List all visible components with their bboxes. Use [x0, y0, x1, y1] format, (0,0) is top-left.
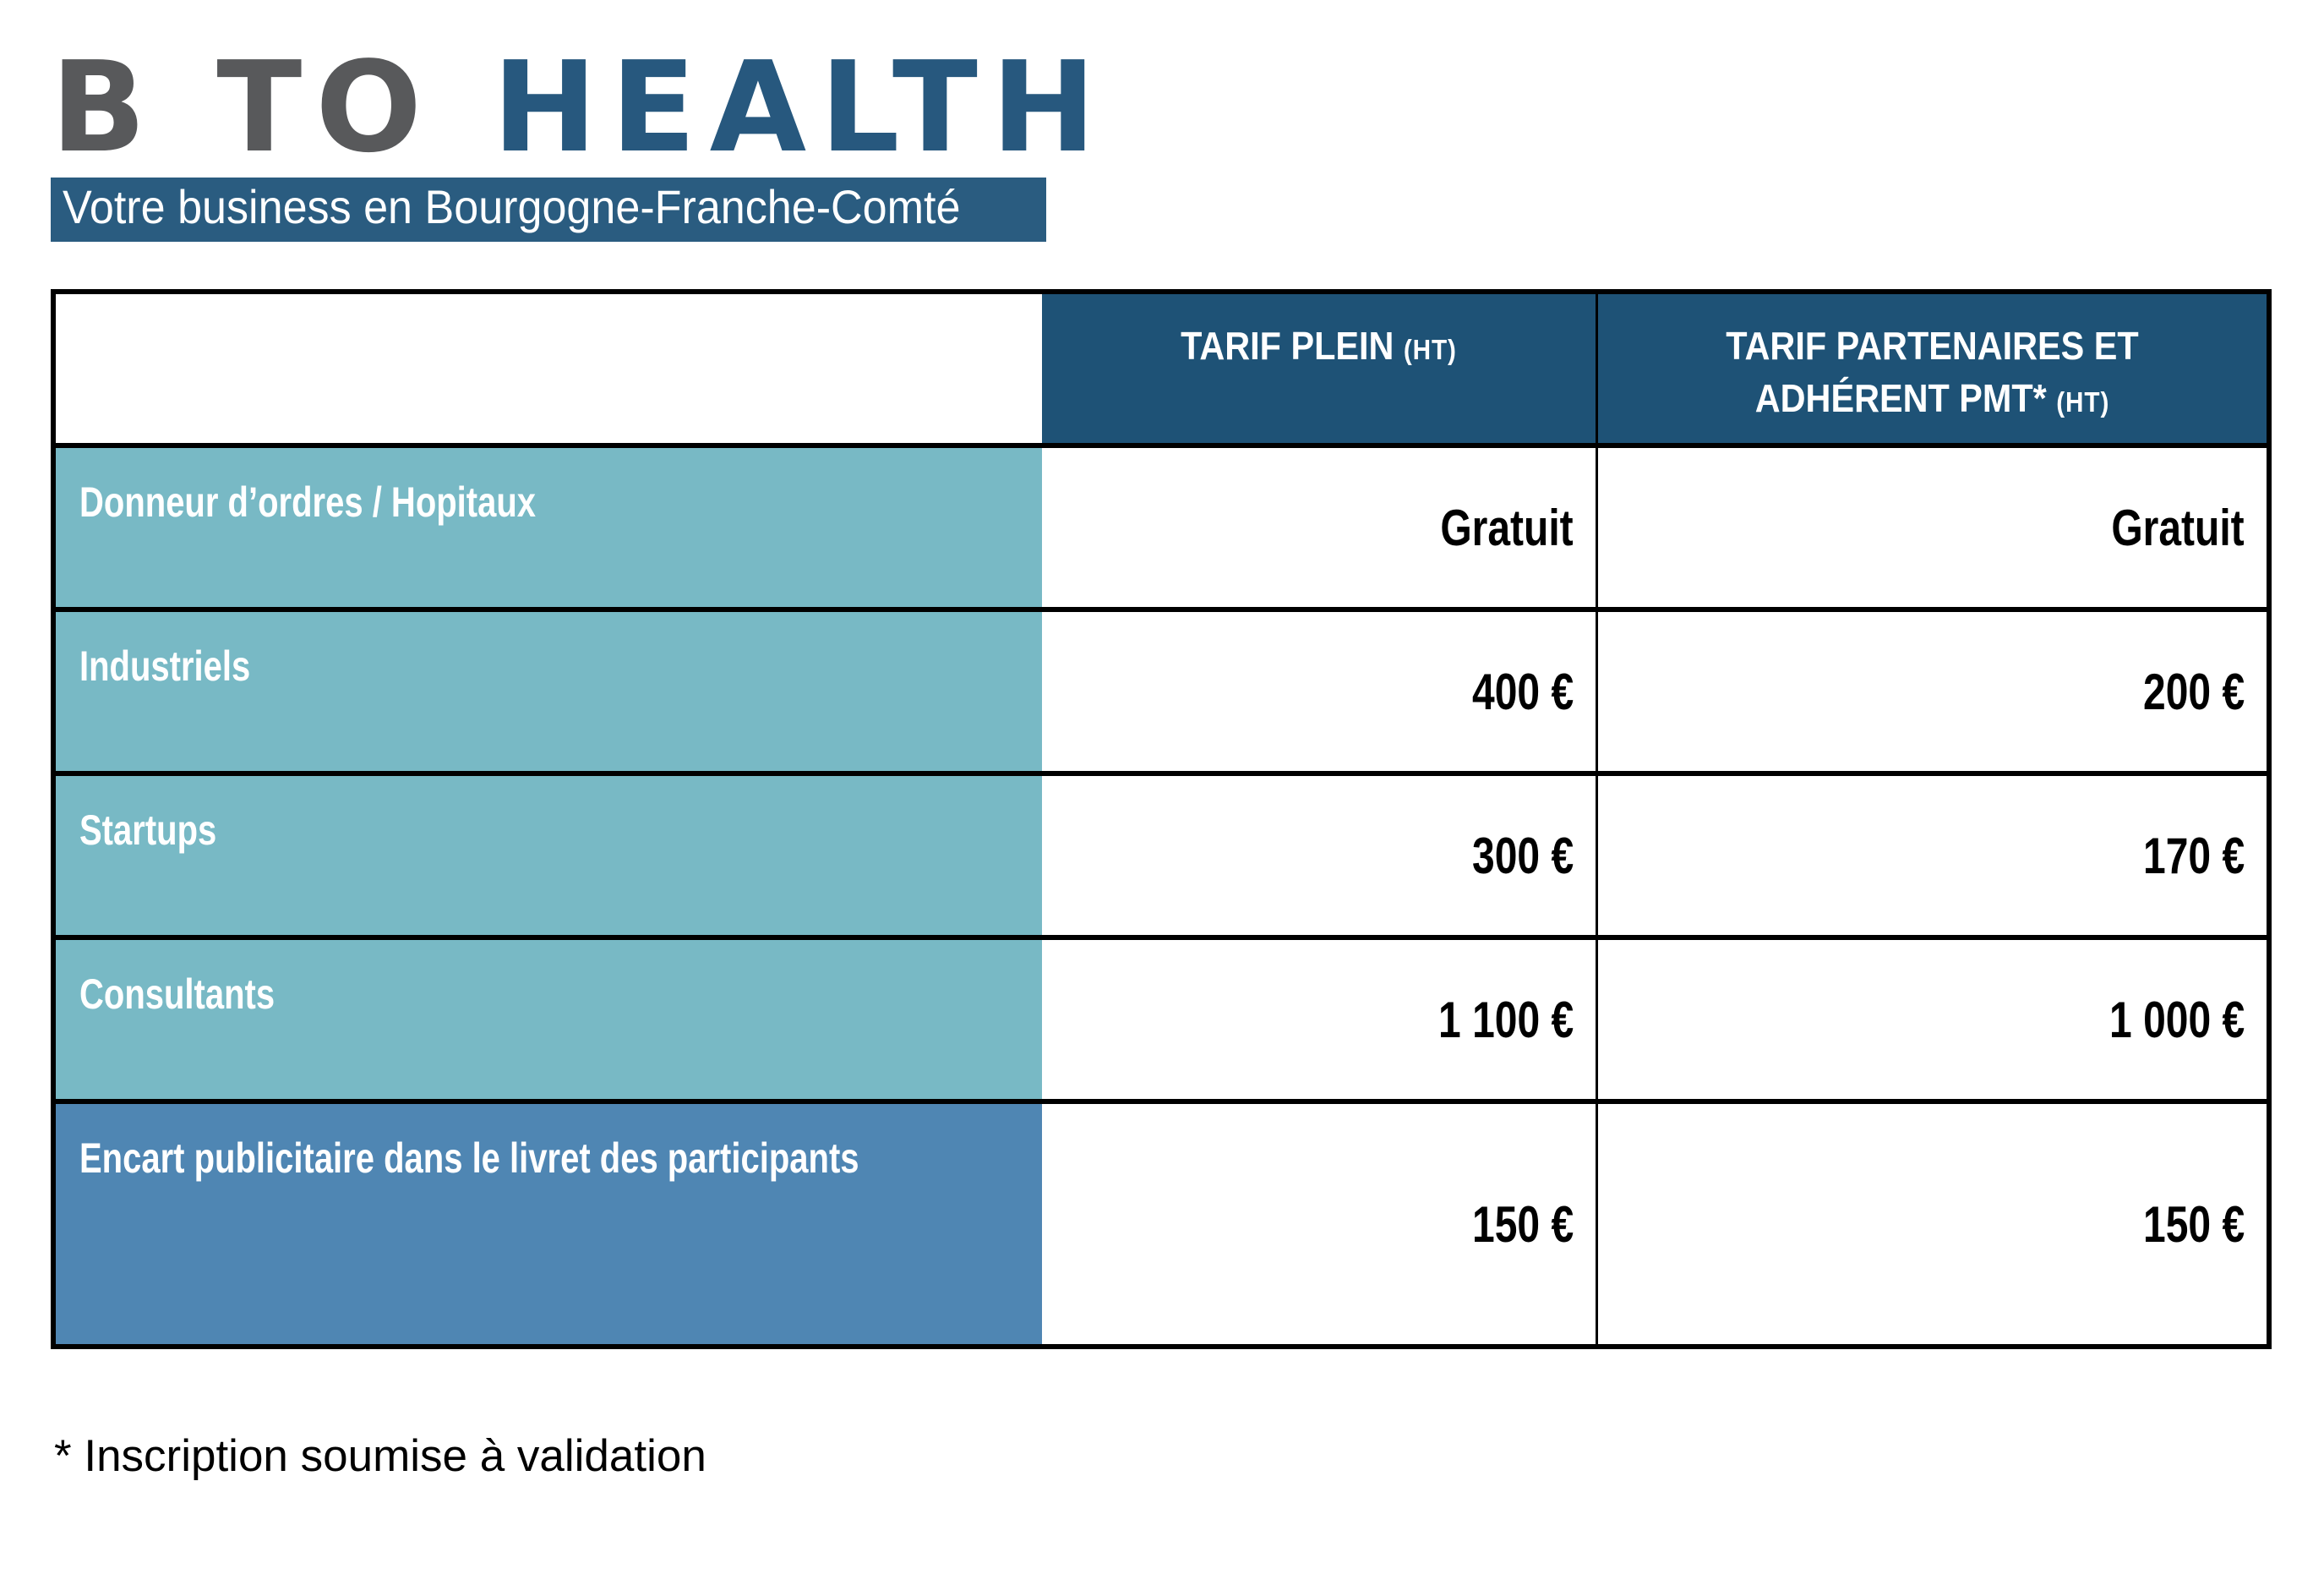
ht-suffix: (HT)	[2056, 386, 2110, 418]
footnote-inscription-validation: * Inscription soumise à validation	[54, 1431, 706, 1481]
logo-tagline: Votre business en Bourgogne-Franche-Comt…	[63, 180, 961, 233]
header-tarif-partenaires: TARIF PARTENAIRES ET ADHÉRENT PMT* (HT)	[1598, 294, 2267, 448]
logo-text-b-to: B TO	[51, 35, 436, 180]
value-encart-tarif-partenaires: 150 €	[1598, 1104, 2267, 1344]
value-industriels-tarif-plein: 400 €	[1042, 612, 1598, 776]
value-consultants-tarif-partenaires: 1 000 €	[1598, 940, 2267, 1104]
row-label-consultants: Consultants	[56, 940, 1042, 1104]
logo-text-health: HEALTH	[492, 35, 1110, 180]
header-tarif-plein: TARIF PLEIN (HT)	[1042, 294, 1598, 448]
row-label-donneur-ordres: Donneur d’ordres / Hopitaux	[56, 448, 1042, 612]
ht-suffix: (HT)	[1403, 334, 1457, 365]
value-donneur-tarif-partenaires: Gratuit	[1598, 448, 2267, 612]
value-encart-tarif-plein: 150 €	[1042, 1104, 1598, 1344]
pricing-table: TARIF PLEIN (HT) TARIF PARTENAIRES ET AD…	[51, 289, 2272, 1349]
header-tarif-plein-text: TARIF PLEIN (HT)	[1181, 324, 1457, 368]
b-to-health-logo: B TO HEALTH Votre business en Bourgogne-…	[51, 44, 2273, 242]
row-label-encart-publicitaire: Encart publicitaire dans le livret des p…	[56, 1104, 1042, 1344]
value-consultants-tarif-plein: 1 100 €	[1042, 940, 1598, 1104]
logo-tagline-banner: Votre business en Bourgogne-Franche-Comt…	[51, 178, 1047, 242]
header-tarif-partenaires-text: TARIF PARTENAIRES ET ADHÉRENT PMT* (HT)	[1726, 324, 2139, 420]
value-donneur-tarif-plein: Gratuit	[1042, 448, 1598, 612]
value-startups-tarif-partenaires: 170 €	[1598, 776, 2267, 940]
value-startups-tarif-plein: 300 €	[1042, 776, 1598, 940]
row-label-industriels: Industriels	[56, 612, 1042, 776]
value-industriels-tarif-partenaires: 200 €	[1598, 612, 2267, 776]
row-label-startups: Startups	[56, 776, 1042, 940]
header-corner-cell	[56, 294, 1042, 448]
logo-wordmark: B TO HEALTH	[51, 44, 2273, 171]
